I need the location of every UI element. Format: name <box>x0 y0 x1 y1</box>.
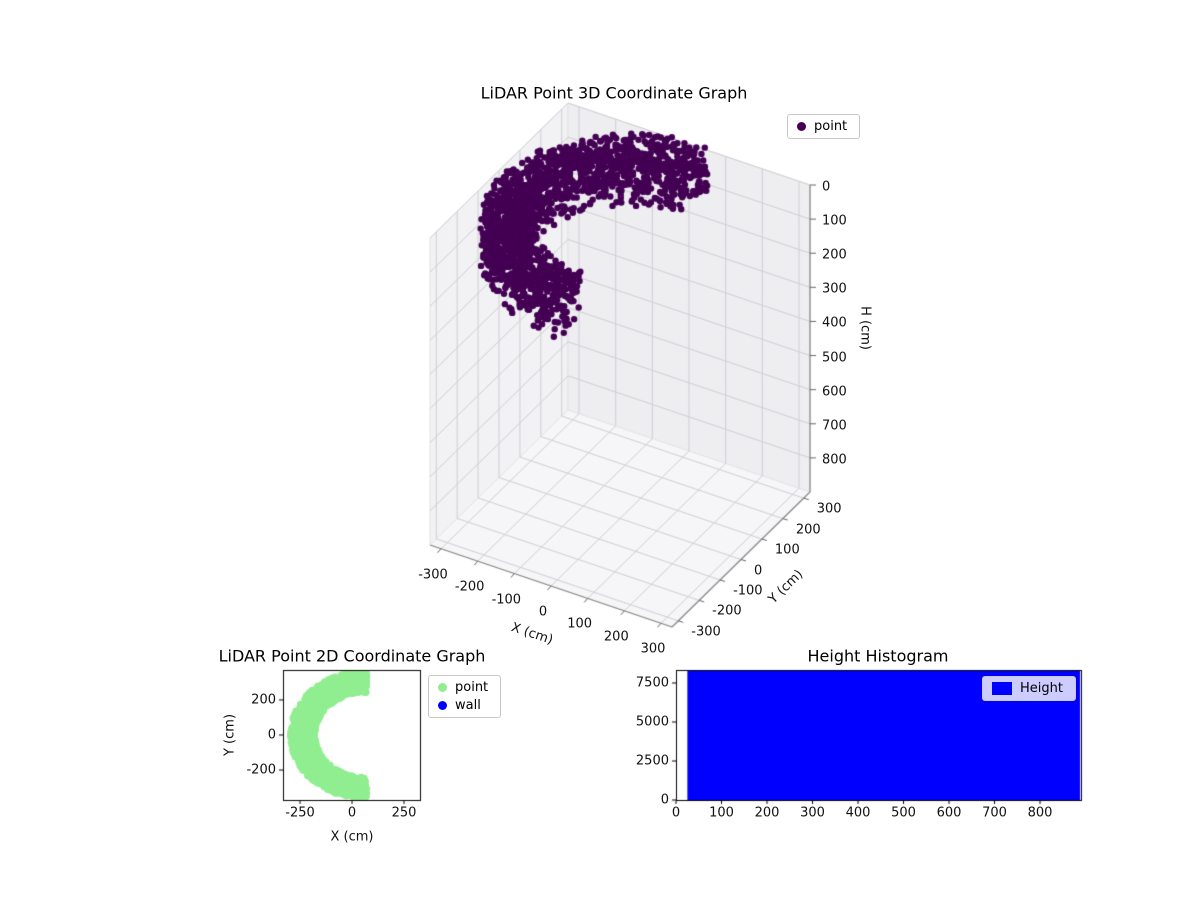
legend-label: point <box>455 680 489 695</box>
histogram-title: Height Histogram <box>807 646 949 666</box>
legend-marker-icon <box>438 683 447 692</box>
plot2d-y-axis-label: Y (cm) <box>222 713 238 757</box>
plot2d-x-axis-label: X (cm) <box>330 829 374 845</box>
legend-item: Height <box>992 681 1063 696</box>
legend-label: Height <box>1020 681 1063 696</box>
legend-label: wall <box>455 698 481 713</box>
histogram-legend: Height <box>982 676 1076 701</box>
plot2d-title: LiDAR Point 2D Coordinate Graph <box>218 646 486 666</box>
legend-patch-icon <box>992 682 1013 695</box>
plot3d-z-axis-label: H (cm) <box>857 306 873 350</box>
legend-item: point <box>797 119 847 134</box>
plot3d-legend: point <box>787 114 861 139</box>
plot2d-legend: point wall <box>428 675 502 718</box>
legend-item: point <box>438 680 488 695</box>
legend-marker-icon <box>438 701 447 710</box>
legend-marker-icon <box>797 122 806 131</box>
legend-item: wall <box>438 698 488 713</box>
legend-label: point <box>814 119 848 134</box>
plot3d-title: LiDAR Point 3D Coordinate Graph <box>480 83 748 103</box>
